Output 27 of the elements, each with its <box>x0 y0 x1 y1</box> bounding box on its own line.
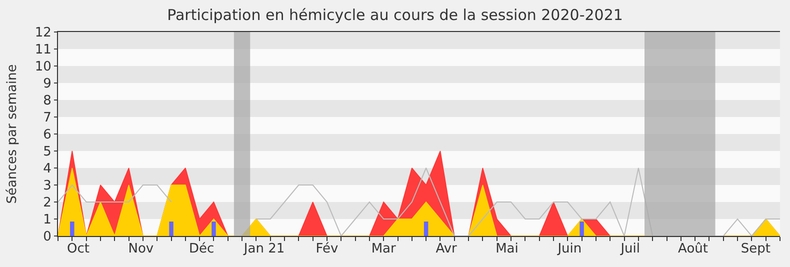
y-tick-label: 8 <box>43 94 52 109</box>
y-tick-label: 1 <box>43 212 52 228</box>
x-tick-label: Oct <box>66 242 90 257</box>
y-tick-label: 10 <box>34 60 52 75</box>
x-tick-label: Fév <box>316 242 339 257</box>
y-tick-label: 12 <box>34 26 52 41</box>
y-tick-label: 4 <box>43 162 52 177</box>
y-tick-label: 11 <box>34 42 52 58</box>
x-tick-label: Nov <box>128 242 154 257</box>
x-tick-label: Déc <box>189 242 214 257</box>
chart-title: Participation en hémicycle au cours de la session 2020-2021 <box>167 6 623 24</box>
y-tick-label: 5 <box>43 144 52 160</box>
x-tick-label: Juil <box>620 242 640 257</box>
y-tick-label: 3 <box>43 178 52 194</box>
x-tick-label: Juin <box>556 242 582 257</box>
y-tick-label: 9 <box>43 76 52 92</box>
y-tick-label: 0 <box>43 230 52 245</box>
y-tick-label: 6 <box>43 128 52 143</box>
x-tick-label: Avr <box>436 242 458 257</box>
x-tick-label: Mai <box>496 242 518 257</box>
x-tick-label: Jan 21 <box>242 242 285 257</box>
y-tick-label: 7 <box>43 110 52 126</box>
x-tick-label: Août <box>678 242 708 257</box>
x-tick-label: Sept <box>740 242 771 257</box>
x-tick-label: Mar <box>371 242 397 257</box>
y-tick-label: 2 <box>43 196 52 211</box>
y-axis-title: Séances par semaine <box>4 64 20 204</box>
